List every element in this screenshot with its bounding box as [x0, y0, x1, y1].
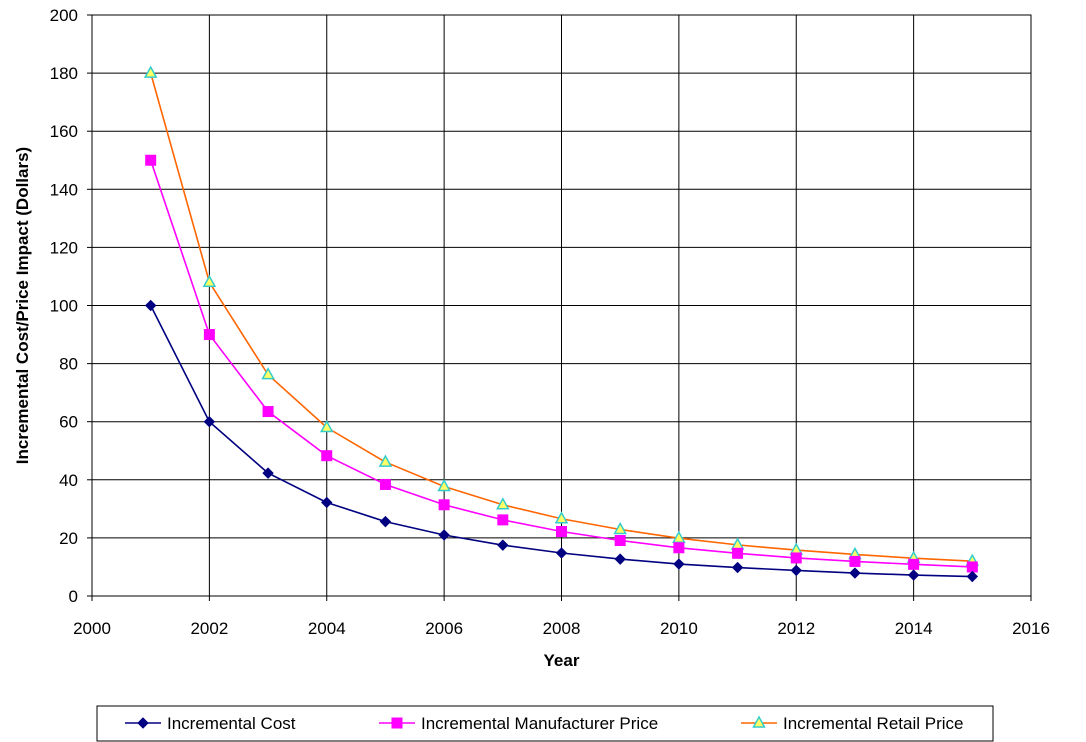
x-tick-label: 2004	[308, 619, 346, 638]
legend-items: Incremental Cost Incremental Manufacturer…	[125, 714, 963, 733]
legend-box	[96, 705, 994, 742]
x-tick-label: 2002	[190, 619, 228, 638]
marker-triangle	[752, 715, 766, 728]
marker-diamond	[731, 561, 744, 574]
marker-square	[908, 558, 920, 570]
marker-diamond	[673, 558, 685, 570]
x-axis: 2000 2002 2004 2006 2008 2010 2012 2014 2016	[73, 596, 1050, 638]
marker-triangle	[672, 530, 686, 543]
y-tick-label: 200	[50, 6, 78, 25]
marker-square	[379, 478, 391, 490]
marker-diamond	[137, 717, 149, 729]
y-axis: 0 20 40 60 80 100 120 140 160 180 200	[50, 6, 92, 606]
marker-diamond	[966, 570, 979, 583]
marker-square	[849, 555, 861, 567]
x-tick-label: 2006	[425, 619, 463, 638]
marker-square	[262, 406, 274, 418]
marker-square	[145, 154, 157, 166]
marker-square	[497, 514, 509, 526]
x-tick-label: 2010	[660, 619, 698, 638]
y-tick-label: 60	[59, 413, 78, 432]
marker-square	[438, 499, 450, 511]
y-tick-label: 20	[59, 529, 78, 548]
marker-square	[790, 552, 802, 564]
y-tick-label: 80	[59, 355, 78, 374]
marker-square	[673, 542, 685, 554]
marker-diamond	[790, 564, 802, 577]
marker-triangle	[613, 521, 627, 535]
marker-triangle	[261, 367, 275, 380]
series-layer	[143, 65, 980, 583]
y-tick-label: 100	[50, 297, 78, 316]
x-tick-label: 2016	[1012, 619, 1050, 638]
legend-item-incremental-retail-price: Incremental Retail Price	[741, 714, 963, 733]
y-axis-title: Incremental Cost/Price Impact (Dollars)	[13, 147, 32, 464]
series-incremental-retail-price	[143, 65, 980, 566]
marker-diamond	[555, 547, 568, 559]
legend-label: Incremental Cost	[167, 714, 296, 733]
marker-triangle	[143, 65, 158, 78]
x-tick-label: 2014	[895, 619, 933, 638]
legend-label: Incremental Retail Price	[783, 714, 963, 733]
x-tick-label: 2008	[543, 619, 581, 638]
marker-square	[556, 526, 567, 538]
x-tick-label: 2012	[777, 619, 815, 638]
marker-diamond	[203, 415, 216, 428]
marker-square	[966, 561, 978, 573]
marker-triangle	[437, 478, 451, 492]
series-incremental-manufacturer-price	[145, 154, 978, 573]
marker-diamond	[438, 529, 450, 541]
marker-square	[614, 535, 626, 547]
legend-item-incremental-manufacturer-price: Incremental Manufacturer Price	[379, 714, 658, 733]
marker-diamond	[497, 539, 509, 551]
marker-triangle	[319, 419, 334, 433]
marker-square	[203, 329, 215, 341]
series-incremental-cost	[144, 299, 979, 583]
marker-square	[732, 547, 744, 559]
x-axis-title: Year	[544, 651, 580, 670]
marker-diamond	[614, 553, 626, 565]
y-tick-label: 140	[50, 180, 78, 199]
legend-item-incremental-cost: Incremental Cost	[125, 714, 296, 733]
marker-diamond	[321, 496, 333, 509]
y-tick-label: 180	[50, 64, 78, 83]
legend-label: Incremental Manufacturer Price	[421, 714, 658, 733]
marker-triangle	[378, 454, 393, 467]
marker-square	[321, 450, 333, 462]
marker-triangle	[496, 497, 510, 510]
marker-diamond	[907, 569, 920, 581]
marker-square	[391, 717, 403, 729]
grid	[91, 14, 1032, 597]
y-tick-label: 0	[69, 587, 78, 606]
y-tick-label: 160	[50, 122, 78, 141]
marker-diamond	[379, 515, 392, 528]
marker-triangle	[202, 274, 217, 288]
marker-diamond	[262, 467, 274, 479]
marker-triangle	[554, 511, 569, 524]
marker-diamond	[849, 567, 861, 579]
y-tick-label: 120	[50, 238, 78, 257]
x-tick-label: 2000	[73, 619, 111, 638]
y-tick-label: 40	[59, 471, 78, 490]
legend: Incremental Cost Incremental Manufacturer…	[96, 705, 994, 742]
marker-diamond	[144, 299, 157, 312]
